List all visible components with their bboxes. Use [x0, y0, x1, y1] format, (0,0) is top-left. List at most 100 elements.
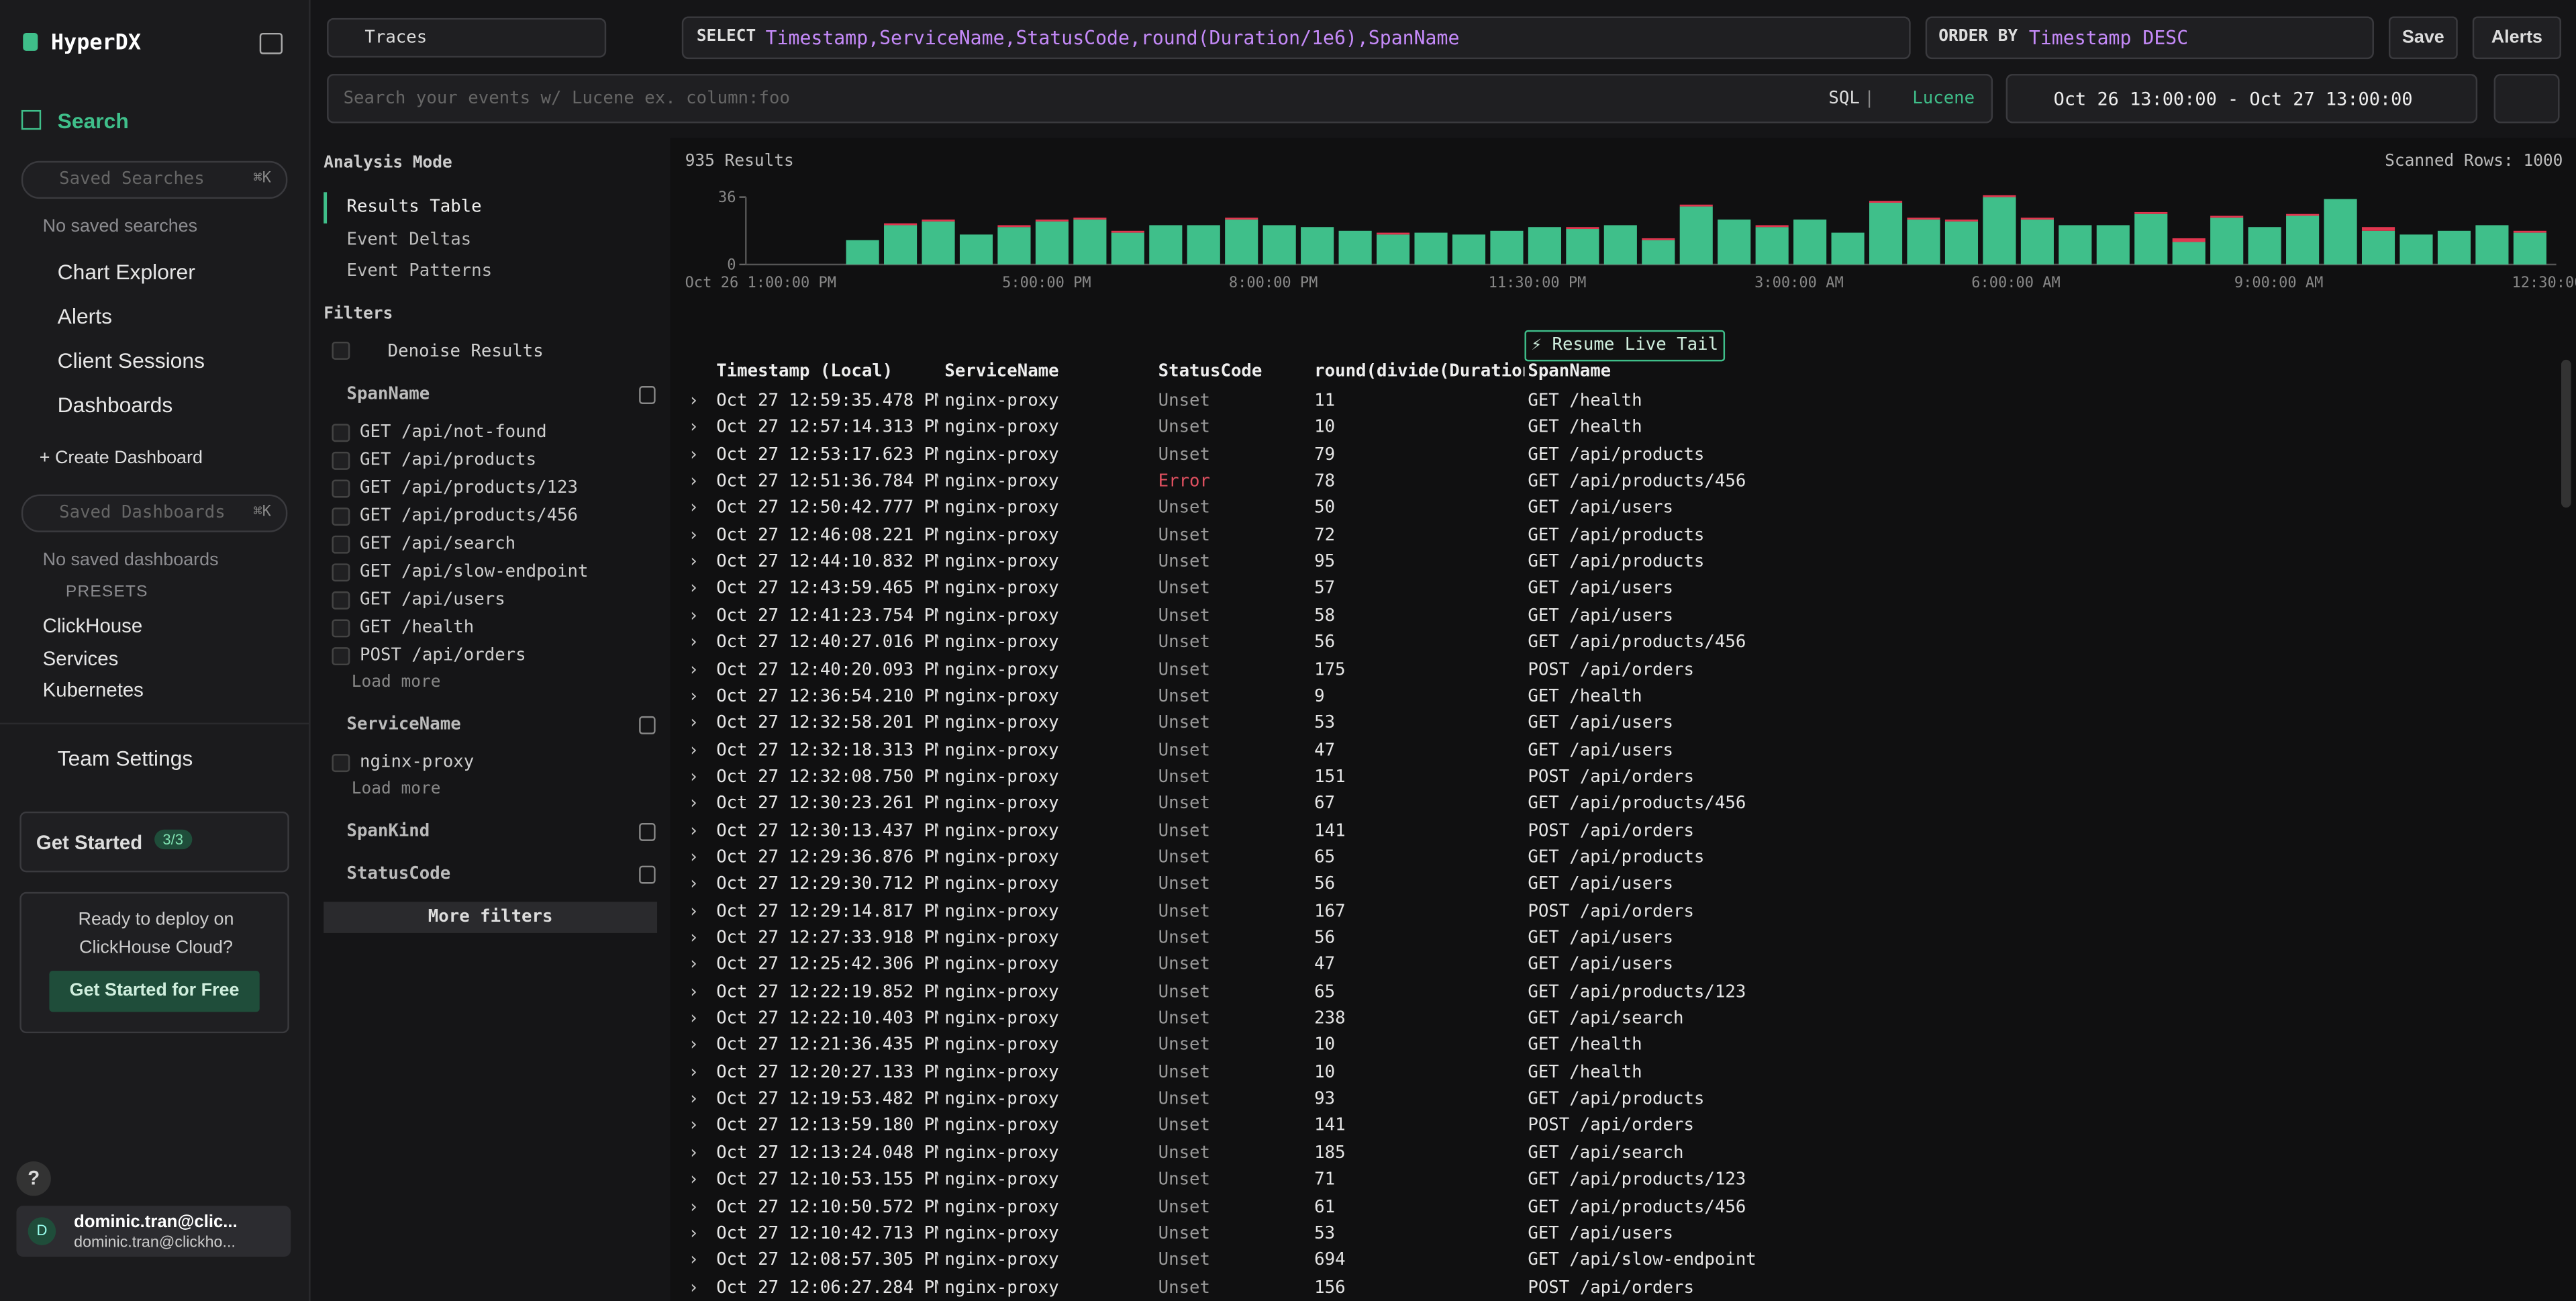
table-row[interactable]: ›Oct 27 12:59:35.478 PMnginx-proxyUnset1… [671, 387, 2543, 414]
cta-button[interactable]: Get Started for Free [49, 971, 259, 1012]
run-button[interactable] [2494, 74, 2560, 123]
mode-item[interactable]: Event Deltas [346, 229, 471, 248]
live-tail-button[interactable]: ⚡ Resume Live Tail [1524, 330, 1725, 361]
checkbox[interactable] [332, 536, 350, 554]
load-more[interactable]: Load more [352, 673, 441, 691]
search-input[interactable]: Search your events w/ Lucene ex. column:… [327, 74, 1993, 123]
order-input[interactable]: ORDER BY Timestamp DESC [1926, 16, 2374, 59]
load-more[interactable]: Load more [352, 780, 441, 798]
filter-option[interactable]: nginx-proxy [360, 753, 474, 772]
table-row[interactable]: ›Oct 27 12:22:10.403 PMnginx-proxyUnset2… [671, 1006, 2543, 1032]
filter-option[interactable]: GET /api/not-found [360, 422, 547, 442]
table-row[interactable]: ›Oct 27 12:30:23.261 PMnginx-proxyUnset6… [671, 791, 2543, 817]
table-row[interactable]: ›Oct 27 12:41:23.754 PMnginx-proxyUnset5… [671, 603, 2543, 629]
column-header[interactable]: round(divide(Duration, [1314, 361, 1524, 381]
team-settings[interactable]: Team Settings [58, 746, 193, 771]
table-row[interactable]: ›Oct 27 12:46:08.221 PMnginx-proxyUnset7… [671, 522, 2543, 548]
preset-item[interactable]: Kubernetes [43, 679, 144, 702]
table-row[interactable]: ›Oct 27 12:30:13.437 PMnginx-proxyUnset1… [671, 818, 2543, 844]
table-row[interactable]: ›Oct 27 12:10:50.572 PMnginx-proxyUnset6… [671, 1194, 2543, 1220]
checkbox[interactable] [332, 424, 350, 442]
table-row[interactable]: ›Oct 27 12:20:27.133 PMnginx-proxyUnset1… [671, 1059, 2543, 1086]
table-row[interactable]: ›Oct 27 12:13:59.180 PMnginx-proxyUnset1… [671, 1113, 2543, 1139]
filter-group-name[interactable]: SpanName [346, 385, 430, 404]
filter-option[interactable]: GET /api/search [360, 534, 515, 553]
filter-option[interactable]: GET /api/products/456 [360, 506, 578, 526]
checkbox[interactable] [332, 342, 350, 360]
pin-icon[interactable] [639, 823, 655, 841]
table-row[interactable]: ›Oct 27 12:44:10.832 PMnginx-proxyUnset9… [671, 549, 2543, 575]
filter-option[interactable]: GET /api/users [360, 589, 505, 609]
table-row[interactable]: ›Oct 27 12:27:33.918 PMnginx-proxyUnset5… [671, 925, 2543, 951]
source-select[interactable]: Traces [327, 18, 606, 58]
save-button[interactable]: Save [2389, 16, 2458, 59]
pin-icon[interactable] [639, 866, 655, 884]
checkbox[interactable] [332, 508, 350, 526]
checkbox[interactable] [332, 591, 350, 610]
preset-item[interactable]: Services [43, 646, 119, 669]
time-range[interactable]: Oct 26 13:00:00 - Oct 27 13:00:00 [2006, 74, 2477, 123]
checkbox[interactable] [332, 452, 350, 470]
alerts-button[interactable]: Alerts [2473, 16, 2561, 59]
table-row[interactable]: ›Oct 27 12:36:54.210 PMnginx-proxyUnset9… [671, 683, 2543, 710]
table-row[interactable]: ›Oct 27 12:51:36.784 PMnginx-proxyError7… [671, 469, 2543, 495]
table-row[interactable]: ›Oct 27 12:32:08.750 PMnginx-proxyUnset1… [671, 764, 2543, 790]
more-filters[interactable]: More filters [324, 902, 657, 932]
select-input[interactable]: SELECT Timestamp,ServiceName,StatusCode,… [682, 16, 1911, 59]
filter-group-name[interactable]: SpanKind [346, 822, 430, 841]
table-row[interactable]: ›Oct 27 12:19:53.482 PMnginx-proxyUnset9… [671, 1086, 2543, 1112]
table-row[interactable]: ›Oct 27 12:29:30.712 PMnginx-proxyUnset5… [671, 871, 2543, 898]
table-row[interactable]: ›Oct 27 12:53:17.623 PMnginx-proxyUnset7… [671, 441, 2543, 467]
table-row[interactable]: ›Oct 27 12:08:57.305 PMnginx-proxyUnset6… [671, 1247, 2543, 1273]
pin-icon[interactable] [639, 716, 655, 734]
table-row[interactable]: ›Oct 27 12:10:53.155 PMnginx-proxyUnset7… [671, 1167, 2543, 1193]
table-row[interactable]: ›Oct 27 12:32:18.313 PMnginx-proxyUnset4… [671, 737, 2543, 763]
column-header[interactable]: Timestamp (Local) [716, 361, 938, 381]
filter-option[interactable]: GET /api/products/123 [360, 478, 578, 497]
nav-item[interactable]: Client Sessions [58, 348, 205, 373]
checkbox[interactable] [332, 647, 350, 665]
table-row[interactable]: ›Oct 27 12:40:20.093 PMnginx-proxyUnset1… [671, 657, 2543, 683]
collapse-button[interactable] [260, 33, 283, 54]
table-row[interactable]: ›Oct 27 12:10:42.713 PMnginx-proxyUnset5… [671, 1220, 2543, 1247]
create-dashboard[interactable]: + Create Dashboard [40, 448, 203, 468]
table-row[interactable]: ›Oct 27 12:57:14.313 PMnginx-proxyUnset1… [671, 414, 2543, 440]
search-nav[interactable]: Search [58, 109, 129, 134]
get-started[interactable]: Get Started 3/3 [19, 812, 289, 873]
saved-dashboards-input[interactable]: Saved Dashboards ⌘K [21, 495, 288, 532]
table-row[interactable]: ›Oct 27 12:50:42.777 PMnginx-proxyUnset5… [671, 495, 2543, 522]
checkbox[interactable] [332, 620, 350, 638]
filter-option[interactable]: GET /api/slow-endpoint [360, 562, 588, 581]
table-row[interactable]: ›Oct 27 12:29:36.876 PMnginx-proxyUnset6… [671, 845, 2543, 871]
table-row[interactable]: ›Oct 27 12:40:27.016 PMnginx-proxyUnset5… [671, 630, 2543, 656]
filter-group-name[interactable]: ServiceName [346, 714, 460, 734]
filter-option[interactable]: GET /api/products [360, 450, 536, 469]
help-button[interactable]: ? [16, 1161, 50, 1196]
column-header[interactable]: StatusCode [1158, 361, 1306, 381]
table-row[interactable]: ›Oct 27 12:22:19.852 PMnginx-proxyUnset6… [671, 979, 2543, 1005]
table-row[interactable]: ›Oct 27 12:06:27.284 PMnginx-proxyUnset1… [671, 1274, 2543, 1300]
nav-item[interactable]: Dashboards [58, 393, 173, 418]
nav-item[interactable]: Chart Explorer [58, 260, 195, 285]
filter-group-name[interactable]: StatusCode [346, 864, 450, 883]
user-menu[interactable]: D dominic.tran@clic... dominic.tran@clic… [16, 1206, 291, 1257]
denoise[interactable]: Denoise Results [388, 342, 544, 361]
checkbox[interactable] [332, 754, 350, 772]
checkbox[interactable] [332, 563, 350, 581]
table-row[interactable]: ›Oct 27 12:25:42.306 PMnginx-proxyUnset4… [671, 952, 2543, 978]
table-row[interactable]: ›Oct 27 12:13:24.048 PMnginx-proxyUnset1… [671, 1140, 2543, 1166]
preset-item[interactable]: ClickHouse [43, 614, 143, 637]
checkbox[interactable] [332, 480, 350, 498]
filter-option[interactable]: POST /api/orders [360, 646, 526, 665]
filter-option[interactable]: GET /health [360, 618, 474, 637]
table-row[interactable]: ›Oct 27 12:43:59.465 PMnginx-proxyUnset5… [671, 576, 2543, 602]
column-header[interactable]: SpanName [1528, 361, 2020, 381]
presets-header[interactable]: PRESETS [66, 583, 148, 601]
table-row[interactable]: ›Oct 27 12:32:58.201 PMnginx-proxyUnset5… [671, 710, 2543, 736]
column-header[interactable]: ServiceName [944, 361, 1150, 381]
table-row[interactable]: ›Oct 27 12:21:36.435 PMnginx-proxyUnset1… [671, 1032, 2543, 1059]
sql-toggle[interactable]: SQL [1828, 89, 1859, 108]
lucene-toggle[interactable]: Lucene [1912, 89, 1975, 108]
mode-item[interactable]: Results Table [346, 197, 481, 217]
mode-item[interactable]: Event Patterns [346, 261, 492, 281]
